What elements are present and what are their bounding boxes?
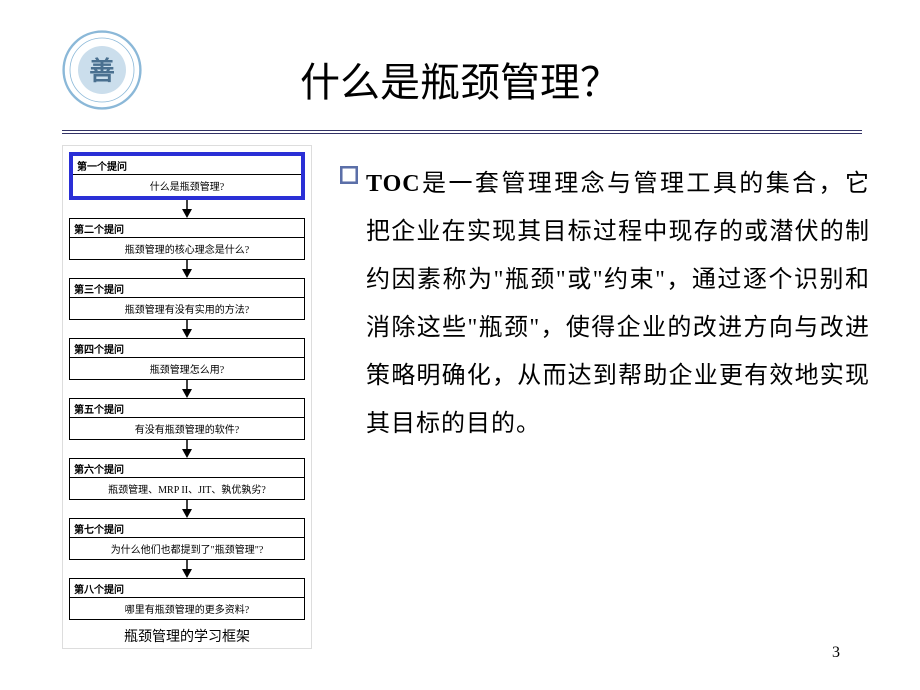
flow-node-header: 第五个提问 (70, 399, 304, 418)
flowchart-container: 第一个提问什么是瓶颈管理?第二个提问瓶颈管理的核心理念是什么?第三个提问瓶颈管理… (62, 145, 312, 649)
flow-node-1: 第一个提问什么是瓶颈管理? (69, 152, 305, 200)
flowchart-caption: 瓶颈管理的学习框架 (69, 626, 305, 646)
bullet-icon (340, 166, 358, 184)
flow-node-header: 第四个提问 (70, 339, 304, 358)
flow-node-header: 第二个提问 (70, 219, 304, 238)
flow-node-4: 第四个提问瓶颈管理怎么用? (69, 338, 305, 380)
flow-arrow-icon (69, 380, 305, 398)
flow-arrow-icon (69, 500, 305, 518)
flow-node-header: 第六个提问 (70, 459, 304, 478)
flow-arrow-icon (69, 560, 305, 578)
flow-node-body: 什么是瓶颈管理? (73, 175, 301, 196)
flow-node-8: 第八个提问哪里有瓶颈管理的更多资料? (69, 578, 305, 620)
flow-arrow-icon (69, 200, 305, 218)
flow-node-header: 第八个提问 (70, 579, 304, 598)
body-text: 是一套管理理念与管理工具的集合，它把企业在实现其目标过程中现存的或潜伏的制约因素… (366, 171, 870, 437)
flow-node-body: 瓶颈管理有没有实用的方法? (70, 298, 304, 319)
flow-node-body: 瓶颈管理怎么用? (70, 358, 304, 379)
flow-node-2: 第二个提问瓶颈管理的核心理念是什么? (69, 218, 305, 260)
flow-node-body: 瓶颈管理的核心理念是什么? (70, 238, 304, 259)
flow-node-3: 第三个提问瓶颈管理有没有实用的方法? (69, 278, 305, 320)
flow-node-7: 第七个提问为什么他们也都提到了"瓶颈管理"? (69, 518, 305, 560)
flow-arrow-icon (69, 320, 305, 338)
flow-node-header: 第三个提问 (70, 279, 304, 298)
toc-label: TOC (366, 171, 421, 197)
flow-node-body: 有没有瓶颈管理的软件? (70, 418, 304, 439)
flow-node-header: 第一个提问 (73, 156, 301, 175)
page-number: 3 (832, 644, 840, 662)
body-paragraph: TOC是一套管理理念与管理工具的集合，它把企业在实现其目标过程中现存的或潜伏的制… (366, 160, 870, 448)
page-title: 什么是瓶颈管理？ (0, 50, 920, 108)
flow-arrow-icon (69, 440, 305, 458)
flow-node-6: 第六个提问瓶颈管理、MRP II、JIT、孰优孰劣? (69, 458, 305, 500)
flow-arrow-icon (69, 260, 305, 278)
flow-node-body: 为什么他们也都提到了"瓶颈管理"? (70, 538, 304, 559)
content-area: TOC是一套管理理念与管理工具的集合，它把企业在实现其目标过程中现存的或潜伏的制… (340, 160, 870, 448)
flow-node-body: 哪里有瓶颈管理的更多资料? (70, 598, 304, 619)
flow-node-header: 第七个提问 (70, 519, 304, 538)
flow-node-5: 第五个提问有没有瓶颈管理的软件? (69, 398, 305, 440)
title-divider (62, 130, 862, 134)
flow-node-body: 瓶颈管理、MRP II、JIT、孰优孰劣? (70, 478, 304, 499)
